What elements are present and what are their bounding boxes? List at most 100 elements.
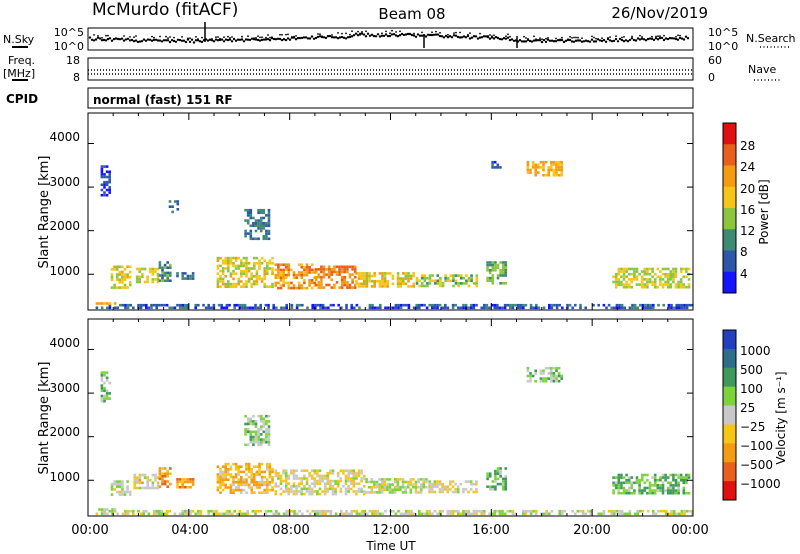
data-cell: [494, 266, 497, 269]
data-cell: [486, 485, 489, 488]
data-cell: [486, 266, 489, 269]
data-cell: [238, 306, 242, 310]
data-cell: [210, 509, 213, 513]
data-cell: [103, 302, 106, 305]
data-cell: [257, 438, 260, 441]
data-cell: [560, 171, 563, 174]
data-cell: [674, 484, 678, 487]
data-cell: [336, 472, 340, 475]
data-cell: [305, 479, 309, 483]
data-cell: [656, 484, 660, 487]
data-cell: [141, 486, 144, 490]
data-cell: [560, 163, 563, 167]
data-cell: [224, 486, 227, 489]
data-cell: [486, 269, 489, 272]
data-cell: [310, 281, 314, 285]
data-cell: [245, 256, 248, 260]
data-cell: [498, 509, 502, 513]
data-cell: [260, 478, 264, 481]
data-cell: [136, 478, 139, 482]
data-cell: [244, 422, 247, 426]
data-cell: [589, 509, 593, 513]
data-cell: [259, 417, 263, 421]
data-cell: [297, 271, 301, 274]
data-cell: [267, 219, 271, 222]
data-cell: [441, 282, 445, 285]
data-cell: [566, 303, 569, 307]
data-cell: [454, 282, 458, 285]
data-cell: [685, 275, 688, 279]
data-cell: [265, 221, 268, 225]
data-cell: [257, 430, 260, 434]
data-cell: [584, 306, 587, 310]
data-cell: [240, 475, 243, 479]
noise-point: [181, 36, 183, 38]
data-cell: [441, 509, 444, 513]
noise-point: [442, 36, 446, 39]
data-cell: [274, 469, 278, 472]
data-cell: [126, 275, 129, 279]
data-cell: [597, 512, 600, 516]
data-cell: [685, 491, 688, 495]
data-cell: [262, 211, 266, 215]
data-cell: [143, 280, 147, 284]
data-cell: [311, 509, 314, 513]
data-cell: [526, 171, 530, 174]
data-cell: [641, 303, 645, 307]
data-cell: [555, 171, 558, 174]
data-cell: [620, 512, 624, 516]
data-cell: [628, 306, 632, 310]
data-cell: [258, 491, 261, 494]
data-cell: [260, 262, 264, 265]
noise-point: [544, 40, 548, 44]
data-cell: [310, 271, 314, 274]
data-cell: [143, 486, 147, 490]
data-cell: [633, 491, 636, 495]
data-cell: [165, 303, 169, 307]
noise-point: [444, 34, 448, 38]
data-cell: [340, 281, 344, 284]
data-cell: [128, 281, 132, 284]
data-cell: [419, 491, 423, 494]
data-cell: [501, 488, 505, 491]
data-cell: [532, 306, 535, 310]
data-cell: [155, 512, 158, 516]
data-cell: [446, 509, 450, 513]
noise-point: [593, 36, 595, 39]
data-cell: [687, 473, 691, 477]
data-cell: [265, 229, 268, 233]
data-cell: [284, 281, 288, 285]
data-cell: [404, 491, 407, 494]
data-cell: [345, 512, 348, 516]
noise-point: [510, 38, 514, 41]
data-cell: [163, 475, 167, 478]
noise-point: [217, 36, 219, 38]
data-cell: [547, 366, 550, 370]
power-tick-marks: [87, 113, 694, 310]
data-cell: [343, 268, 347, 271]
data-cell: [614, 272, 618, 276]
data-cell: [365, 478, 368, 481]
data-cell: [306, 306, 309, 310]
data-cell: [240, 264, 243, 268]
data-cell: [404, 277, 408, 280]
noise-point: [318, 35, 322, 38]
data-cell: [271, 470, 274, 474]
noise-point: [195, 36, 197, 38]
data-cell: [504, 274, 508, 277]
data-cell: [323, 485, 327, 488]
data-cell: [688, 509, 691, 513]
data-cell: [557, 372, 561, 375]
data-cell: [221, 277, 225, 281]
data-cell: [126, 480, 129, 483]
data-cell: [244, 414, 247, 418]
data-cell: [232, 262, 235, 265]
data-cell: [486, 263, 489, 267]
data-cell: [113, 306, 117, 310]
noise-point: [265, 36, 267, 39]
data-cell: [547, 372, 550, 375]
data-cell: [310, 474, 314, 478]
data-cell: [100, 394, 104, 398]
data-cell: [446, 276, 450, 280]
data-cell: [229, 483, 233, 487]
